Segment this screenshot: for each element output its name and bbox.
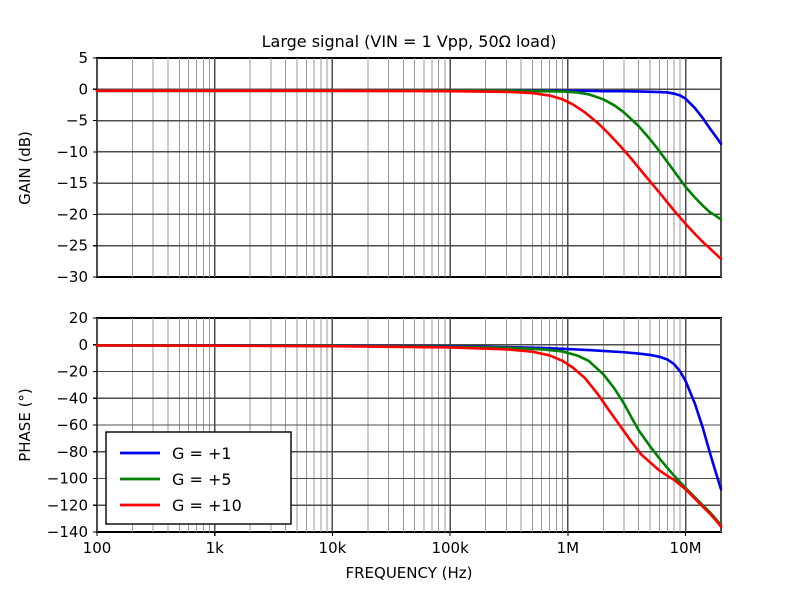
legend-label: G = +1 bbox=[172, 444, 232, 463]
y-tick-label: −120 bbox=[47, 496, 88, 514]
y-tick-label: −80 bbox=[56, 443, 88, 461]
y-tick-label: 5 bbox=[78, 49, 88, 67]
y-tick-label: −30 bbox=[56, 268, 88, 286]
y-tick-label: 0 bbox=[78, 336, 88, 354]
y-tick-label: −10 bbox=[56, 143, 88, 161]
y-tick-label: −60 bbox=[56, 416, 88, 434]
y-tick-label: 20 bbox=[69, 309, 88, 327]
x-tick-label: 100 bbox=[83, 539, 112, 557]
y-tick-label: −140 bbox=[47, 523, 88, 541]
y-tick-label: −100 bbox=[47, 470, 88, 488]
y-tick-label: −40 bbox=[56, 389, 88, 407]
legend[interactable]: G = +1 G = +5 G = +10 bbox=[105, 431, 292, 525]
y-tick-label: −5 bbox=[66, 112, 88, 130]
y-tick-label: −25 bbox=[56, 237, 88, 255]
y-tick-label: −15 bbox=[56, 174, 88, 192]
series-line-g-10 bbox=[95, 344, 723, 528]
gain-subplot: 5 0 −5 −10 −15 −20 −25 −30 bbox=[56, 49, 723, 286]
gain-axis-label: GAIN (dB) bbox=[16, 131, 34, 205]
x-tick-label: 1M bbox=[557, 539, 580, 557]
y-tick-label: −20 bbox=[56, 363, 88, 381]
x-tick-label: 10k bbox=[319, 539, 347, 557]
x-tick-label: 10M bbox=[670, 539, 702, 557]
figure-title: Large signal (VIN = 1 Vpp, 50Ω load) bbox=[262, 32, 557, 51]
legend-label: G = +10 bbox=[172, 496, 242, 515]
frequency-axis-label: FREQUENCY (Hz) bbox=[345, 564, 472, 582]
phase-axis-label: PHASE (°) bbox=[16, 388, 34, 462]
legend-label: G = +5 bbox=[172, 470, 232, 489]
y-tick-label: −20 bbox=[56, 205, 88, 223]
series-line-g-10 bbox=[95, 89, 723, 261]
y-tick-label: 0 bbox=[78, 80, 88, 98]
x-tick-label: 1k bbox=[206, 539, 225, 557]
x-tick-label: 100k bbox=[431, 539, 469, 557]
